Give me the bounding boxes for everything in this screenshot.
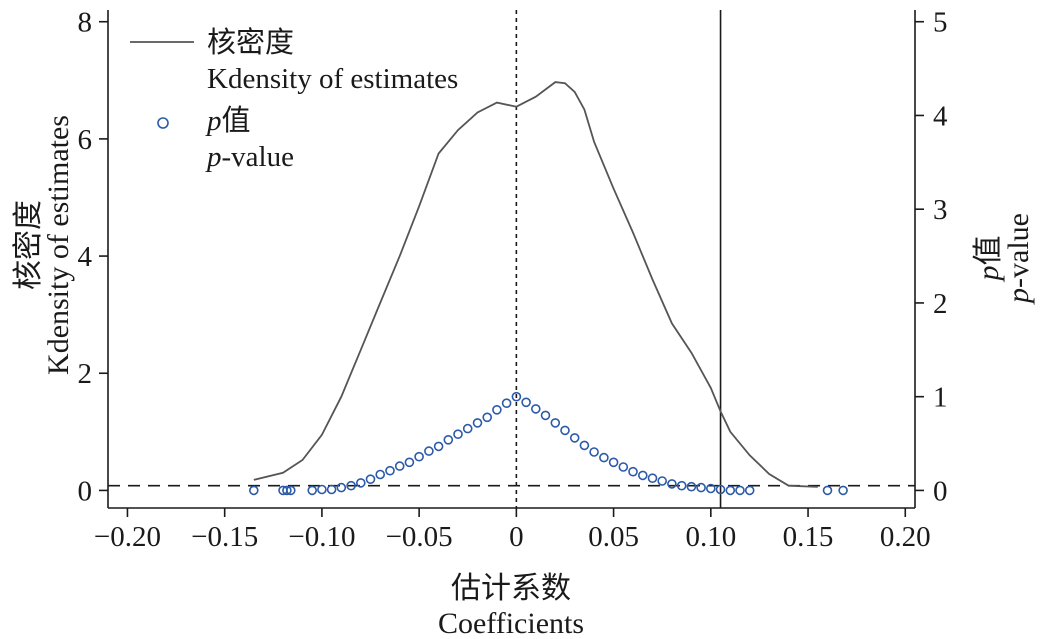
axes-layer: −0.20 −0.15 −0.10 −0.05 0 0.05 0.10 0.15 0.20024… — [78, 7, 949, 553]
x-axis-title-en: Coefficients — [438, 607, 584, 639]
legend-kdensity-label: 核密度 — [207, 26, 294, 59]
legend-pvalue-sublabel: p-value — [205, 141, 294, 173]
x-axis-title-cn: 估计系数 — [451, 572, 571, 605]
x-tick-label: 0.15 — [783, 521, 834, 553]
x-tick-label: −0.10 — [288, 521, 355, 553]
pvalue-point — [725, 485, 736, 496]
y-left-tick-label: 0 — [78, 475, 93, 507]
pvalue-point — [424, 446, 434, 456]
pvalue-point — [838, 485, 848, 496]
pvalue-point — [482, 412, 493, 423]
legend-pvalue-swatch — [157, 117, 169, 129]
pvalue-point — [530, 404, 541, 414]
series-layer — [249, 81, 848, 496]
pvalue-point — [511, 391, 522, 402]
y-axis-right-title-en-italic: p — [1002, 288, 1035, 305]
pvalue-point — [647, 473, 658, 484]
pvalue-point — [676, 480, 687, 491]
x-tick-label: 0.05 — [588, 521, 639, 553]
reference-lines-layer — [108, 10, 915, 508]
pvalue-point — [579, 440, 590, 451]
y-left-tick-label: 8 — [78, 7, 93, 39]
pvalue-point — [618, 462, 629, 472]
pvalue-point — [443, 434, 454, 445]
x-tick-label: −0.15 — [191, 521, 258, 553]
pvalue-point — [589, 447, 599, 457]
pvalue-point — [657, 476, 668, 486]
y-axis-right-title: p值 p-value — [972, 213, 1035, 305]
pvalue-point — [744, 485, 755, 496]
pvalue-point — [365, 474, 376, 485]
pvalue-point — [705, 483, 716, 494]
pvalue-point — [282, 485, 292, 496]
pvalue-point — [433, 441, 444, 452]
pvalue-point — [715, 484, 726, 495]
pvalue-point — [394, 461, 405, 471]
y-axis-left-title-cn: 核密度 — [12, 200, 45, 290]
pvalue-point — [285, 485, 296, 496]
pvalue-point — [696, 482, 706, 493]
pvalue-point — [346, 480, 356, 491]
pvalue-point — [326, 484, 337, 495]
pvalue-point — [375, 469, 386, 480]
pvalue-point — [249, 485, 259, 496]
pvalue-point — [355, 478, 366, 488]
legend-pvalue-label-italic: p — [205, 105, 222, 137]
pvalue-point — [385, 465, 395, 476]
pvalue-point — [307, 485, 318, 496]
pvalue-point — [521, 397, 531, 408]
y-left-tick-label: 2 — [78, 358, 93, 390]
x-tick-label: 0 — [509, 521, 524, 553]
pvalue-point — [492, 404, 502, 415]
y-right-tick-label: 1 — [933, 382, 948, 414]
legend-kdensity-sublabel: Kdensity of estimates — [207, 63, 458, 95]
y-axis-right-title-cn-rest: 值 — [972, 236, 1005, 266]
y-right-tick-label: 4 — [933, 100, 948, 132]
pvalue-point — [501, 398, 512, 409]
pvalue-point — [637, 470, 648, 481]
pvalue-point — [317, 484, 327, 495]
pvalue-point — [560, 425, 570, 436]
y-axis-right-title-en: p-value — [1002, 213, 1035, 305]
y-axis-left-title: 核密度 Kdensity of estimates — [12, 115, 75, 375]
legend-pvalue-sublabel-italic: p — [205, 141, 222, 173]
y-right-tick-label: 2 — [933, 288, 948, 320]
y-axis-right-title-cn-italic: p — [972, 266, 1005, 283]
legend-pvalue-label-rest: 值 — [222, 104, 251, 137]
legend-pvalue-sublabel-rest: -value — [222, 141, 294, 173]
y-right-tick-label: 0 — [933, 475, 948, 507]
x-tick-label: 0.10 — [685, 521, 736, 553]
y-axis-left-title-en: Kdensity of estimates — [42, 115, 75, 375]
pvalue-point — [735, 485, 745, 496]
x-tick-label: 0.20 — [880, 521, 931, 553]
pvalue-point — [569, 433, 580, 443]
pvalue-point — [686, 481, 697, 492]
y-right-tick-label: 3 — [933, 194, 948, 226]
pvalue-point — [628, 466, 638, 477]
pvalue-point — [550, 418, 561, 428]
y-left-tick-label: 4 — [78, 241, 93, 273]
y-left-tick-label: 6 — [78, 124, 93, 156]
pvalue-point — [336, 482, 347, 493]
kdensity-line — [253, 81, 818, 488]
pvalue-point — [472, 418, 483, 428]
pvalue-point — [453, 429, 463, 440]
y-axis-right-title-cn: p值 — [972, 236, 1005, 283]
pvalue-point — [608, 457, 619, 468]
pvalue-point — [414, 451, 424, 462]
x-tick-label: −0.20 — [94, 521, 161, 553]
pvalue-point — [462, 423, 473, 434]
pvalue-point — [822, 485, 833, 496]
pvalue-point — [540, 410, 551, 421]
x-tick-label: −0.05 — [386, 521, 453, 553]
pvalue-point — [404, 457, 415, 468]
pvalue-point — [667, 479, 677, 489]
legend: 核密度 Kdensity of estimates p值 p-value — [130, 26, 458, 173]
y-axis-right-title-en-rest: -value — [1002, 213, 1035, 288]
pvalue-point — [599, 452, 609, 463]
y-right-tick-label: 5 — [933, 7, 948, 39]
legend-pvalue-label: p值 — [205, 104, 251, 137]
